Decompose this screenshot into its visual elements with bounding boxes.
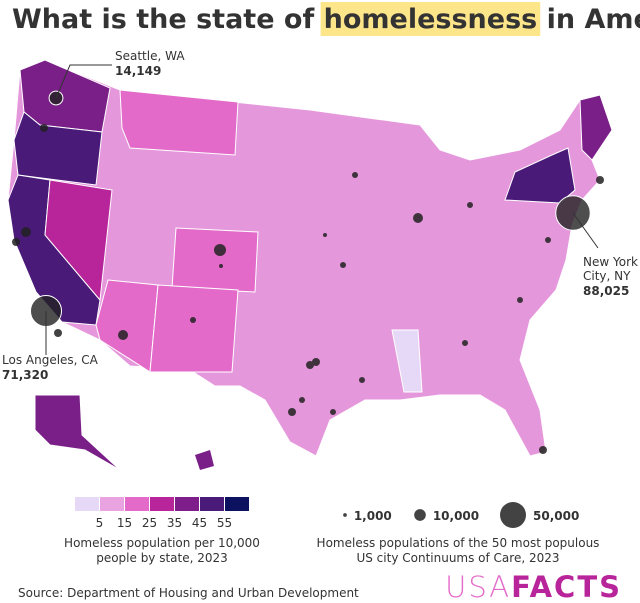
legend-tick-label: 35 xyxy=(167,516,182,530)
source: Source: Department of Housing and Urban … xyxy=(18,586,359,600)
legend-swatch xyxy=(225,497,249,511)
size-legend-label: 1,000 xyxy=(354,509,392,523)
title-highlight-text: homelessness xyxy=(324,4,538,35)
callout-line xyxy=(55,64,112,99)
callout-line xyxy=(572,212,599,249)
state xyxy=(171,227,259,293)
title-highlight xyxy=(320,2,541,36)
city-value: 14,149 xyxy=(115,64,161,78)
legend-title: people by state, 2023 xyxy=(96,551,228,565)
logo: USAFACTS xyxy=(445,570,622,603)
size-legend-bubble xyxy=(414,509,426,521)
size-legend-title: Homeless populations of the 50 most popu… xyxy=(317,536,600,550)
city-name: New York xyxy=(583,255,638,269)
size-legend-bubble xyxy=(343,513,347,517)
title-part: in America? xyxy=(547,4,640,35)
city-name: Seattle, WA xyxy=(115,49,185,63)
state xyxy=(95,279,159,373)
legend: 5 15 25 35 45 55 Homeless population per 10,00… xyxy=(64,497,599,565)
alaska xyxy=(34,394,121,471)
legend-tick-label: 5 xyxy=(96,516,104,530)
legend-swatch xyxy=(175,497,199,511)
logo-light: USA xyxy=(445,570,511,603)
city-name: Los Angeles, CA xyxy=(2,353,99,367)
city-value: 71,320 xyxy=(2,368,48,382)
size-legend-bubble xyxy=(500,502,526,528)
legend-tick-label: 25 xyxy=(142,516,157,530)
city-dots xyxy=(12,124,604,454)
state xyxy=(391,329,423,393)
size-legend-label: 10,000 xyxy=(433,509,479,523)
legend-swatch xyxy=(75,497,99,511)
legend-swatch xyxy=(125,497,149,511)
logo-bold: FACTS xyxy=(511,570,622,603)
state xyxy=(44,179,113,302)
legend-title: Homeless population per 10,000 xyxy=(64,536,260,550)
state xyxy=(149,284,239,373)
city-value: 88,025 xyxy=(583,284,629,298)
map xyxy=(7,59,613,471)
legend-tick-label: 15 xyxy=(117,516,132,530)
state xyxy=(13,111,103,186)
title-part: What is the state of xyxy=(12,4,314,35)
state xyxy=(119,89,239,156)
size-legend-label: 50,000 xyxy=(533,509,579,523)
title: What is the state of homelessness in Ame… xyxy=(12,4,640,35)
state xyxy=(579,94,613,161)
legend-tick-label: 55 xyxy=(217,516,232,530)
legend-swatch xyxy=(200,497,224,511)
legend-tick-label: 45 xyxy=(192,516,207,530)
legend-swatch xyxy=(100,497,124,511)
legend-swatch xyxy=(150,497,174,511)
hawaii xyxy=(195,450,214,470)
size-legend-title: US city Continuums of Care, 2023 xyxy=(356,551,559,565)
city-name: City, NY xyxy=(583,269,631,283)
